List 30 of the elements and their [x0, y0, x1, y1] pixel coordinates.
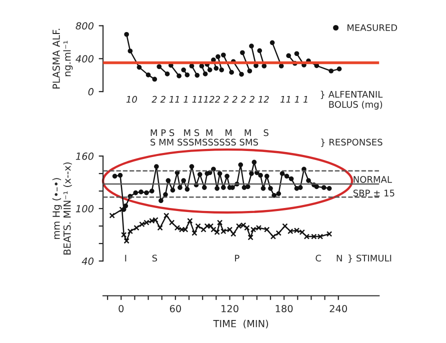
text: 2 2 11 1 11122 2 2 2 2 12: [152, 96, 269, 103]
y-tick-label: 0: [88, 88, 94, 96]
text: 10: [126, 96, 137, 103]
annotation: N: [336, 254, 342, 262]
annotation: SBP ± 15: [353, 190, 394, 196]
x-tick-label: 180: [276, 304, 293, 312]
y-axis-title: PLASMA ALF. ng.ml⁻¹: [52, 28, 73, 89]
y-axis-title: mm Hg (•–•) BEATS. MIN⁻¹ (x--x): [52, 162, 72, 254]
x-tick-label: 120: [222, 304, 238, 312]
x-axis-title: TIME (MIN): [213, 320, 268, 328]
text: } RESPONSES: [321, 138, 382, 147]
annotation: S: [152, 254, 158, 262]
text: M P S M S M M M S: [150, 129, 268, 136]
y-tick-label: 400: [76, 55, 94, 62]
x-tick-label: 0: [118, 304, 124, 312]
y-tick-label: 40: [82, 258, 94, 265]
annotation: } STIMULI: [348, 254, 392, 263]
y-tick-label: 160: [76, 152, 94, 160]
x-tick-label: 240: [330, 304, 347, 312]
annotation: P: [235, 254, 240, 262]
y-tick-label: 100: [76, 205, 94, 212]
text: 11 1 1: [280, 96, 308, 103]
annotation: } ALFENTANIL BOLUS (mg): [320, 90, 383, 110]
legend-label: MEASURED: [348, 24, 398, 32]
y-tick-label: 800: [76, 22, 94, 30]
text: S MM SSSMSSSSSS SMS: [150, 138, 258, 146]
annotation: I: [125, 254, 126, 262]
annotation: NORMAL: [354, 176, 392, 183]
annotation: C: [316, 254, 322, 262]
x-tick-label: 60: [170, 304, 181, 312]
